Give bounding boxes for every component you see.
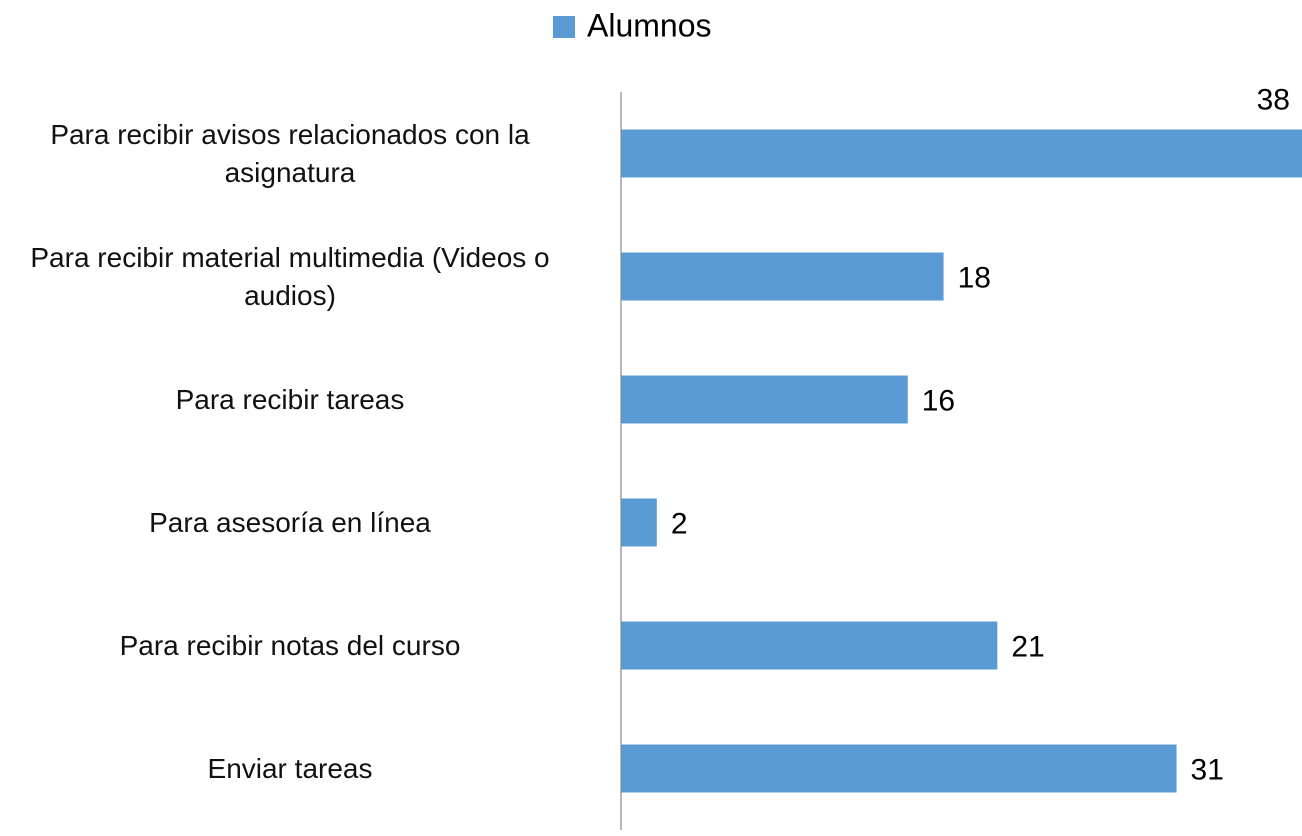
y-tick-label: Enviar tareas bbox=[207, 752, 373, 784]
legend-label: Alumnos bbox=[587, 7, 712, 43]
bar bbox=[621, 252, 944, 301]
bar bbox=[621, 375, 908, 424]
y-tick-label: Para recibir tareas bbox=[175, 383, 405, 415]
data-label: 21 bbox=[1011, 630, 1044, 663]
bar bbox=[621, 621, 998, 670]
bar bbox=[621, 498, 657, 547]
data-label: 18 bbox=[958, 261, 991, 294]
data-label: 31 bbox=[1191, 753, 1224, 786]
legend-swatch bbox=[553, 16, 575, 38]
data-label: 16 bbox=[922, 384, 955, 417]
y-tick-label: Para asesoría en línea bbox=[149, 506, 431, 538]
bar bbox=[621, 129, 1302, 178]
data-label: 38 bbox=[1257, 83, 1290, 116]
data-label: 2 bbox=[671, 507, 688, 540]
y-tick-label: Para recibir notas del curso bbox=[119, 629, 461, 661]
y-tick-label: Para recibir avisos relacionados con la … bbox=[50, 118, 530, 188]
bar bbox=[621, 744, 1177, 793]
y-tick-label: Para recibir material multimedia (Videos… bbox=[30, 241, 550, 311]
